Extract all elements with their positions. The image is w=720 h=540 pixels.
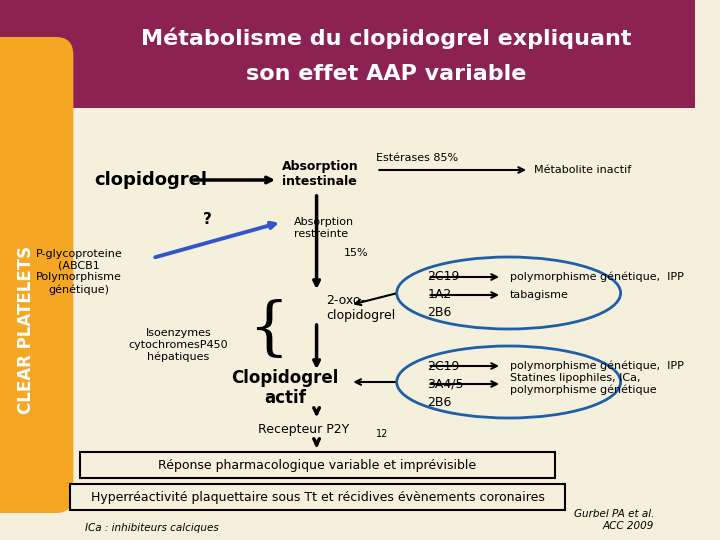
FancyBboxPatch shape [71,484,564,510]
Text: Gurbel PA et al.
ACC 2009: Gurbel PA et al. ACC 2009 [574,509,654,531]
FancyBboxPatch shape [80,452,555,478]
Text: Absorption
restreinte: Absorption restreinte [294,217,354,239]
Text: Hyperréactivité plaquettaire sous Tt et récidives évènements coronaires: Hyperréactivité plaquettaire sous Tt et … [91,490,544,503]
Text: tabagisme: tabagisme [510,290,569,300]
FancyBboxPatch shape [0,37,73,513]
Text: son effet AAP variable: son effet AAP variable [246,64,526,84]
Text: clopidogrel: clopidogrel [94,171,207,189]
Text: Recepteur P2Y: Recepteur P2Y [258,423,350,436]
Text: 2C19: 2C19 [428,360,460,373]
Text: polymorphisme génétique,  IPP: polymorphisme génétique, IPP [510,361,683,372]
Text: 2B6: 2B6 [428,395,452,408]
Text: Clopidogrel
actif: Clopidogrel actif [231,369,338,407]
Text: Estérases 85%: Estérases 85% [377,153,459,163]
Text: Isoenzymes
cytochromesP450
hépatiques: Isoenzymes cytochromesP450 hépatiques [129,328,228,362]
Text: ICa : inhibiteurs calciques: ICa : inhibiteurs calciques [85,523,219,533]
FancyBboxPatch shape [0,0,695,108]
Text: ?: ? [203,213,212,227]
Text: Métabolite inactif: Métabolite inactif [534,165,631,175]
Text: Métabolisme du clopidogrel expliquant: Métabolisme du clopidogrel expliquant [141,27,631,49]
Text: CLEAR PLATELETS: CLEAR PLATELETS [17,246,35,414]
Text: polymorphisme génétique,  IPP: polymorphisme génétique, IPP [510,272,683,282]
Text: 2B6: 2B6 [428,307,452,320]
Text: 1A2: 1A2 [428,288,452,301]
Text: Réponse pharmacologique variable et imprévisible: Réponse pharmacologique variable et impr… [158,458,477,471]
Text: 15%: 15% [343,248,368,258]
Text: Statines lipophiles, ICa,
polymorphisme génétique: Statines lipophiles, ICa, polymorphisme … [510,373,656,395]
Text: {: { [248,300,289,361]
Text: Absorption
intestinale: Absorption intestinale [282,160,359,188]
Text: 2-oxo-
clopidogrel: 2-oxo- clopidogrel [326,294,395,322]
Text: 2C19: 2C19 [428,271,460,284]
Text: P-glycoproteine
(ABCB1
Polymorphisme
génétique): P-glycoproteine (ABCB1 Polymorphisme gén… [36,249,122,295]
Text: 3A4/5: 3A4/5 [428,377,464,390]
Text: 12: 12 [377,429,389,439]
